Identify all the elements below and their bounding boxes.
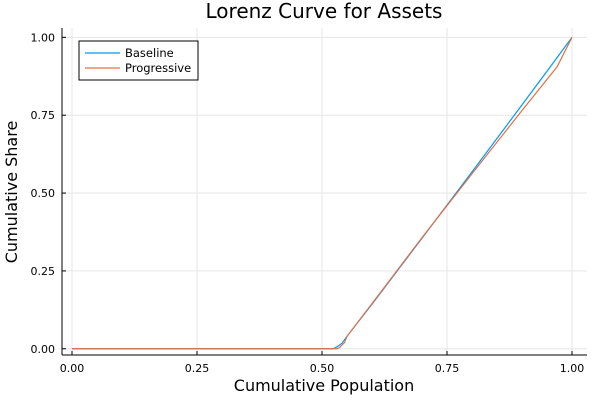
x-tick-label-0: 0.00	[60, 362, 85, 375]
y-tick-label-4: 1.00	[31, 31, 56, 44]
x-tick-label-1: 0.25	[185, 362, 210, 375]
y-axis-label: Cumulative Share	[2, 121, 21, 264]
y-tick-label-0: 0.00	[31, 343, 56, 356]
y-axis-ticks: 0.00 0.25 0.50 0.75 1.00	[31, 31, 66, 356]
axes-frame	[61, 28, 587, 356]
data-series	[72, 36, 573, 350]
legend-label-baseline: Baseline	[125, 46, 174, 60]
legend-box	[78, 40, 199, 81]
legend: Baseline Progressive	[78, 40, 199, 81]
chart-title: Lorenz Curve for Assets	[206, 0, 443, 23]
x-tick-label-2: 0.50	[310, 362, 335, 375]
x-axis-ticks: 0.00 0.25 0.50 0.75 1.00	[60, 351, 585, 375]
series-line-progressive	[72, 37, 573, 350]
x-tick-label-3: 0.75	[435, 362, 460, 375]
x-tick-label-4: 1.00	[560, 362, 585, 375]
y-tick-label-2: 0.50	[31, 187, 56, 200]
legend-label-progressive: Progressive	[125, 61, 191, 75]
y-tick-label-3: 0.75	[31, 109, 56, 122]
y-tick-label-1: 0.25	[31, 265, 56, 278]
x-axis-label: Cumulative Population	[234, 376, 414, 395]
